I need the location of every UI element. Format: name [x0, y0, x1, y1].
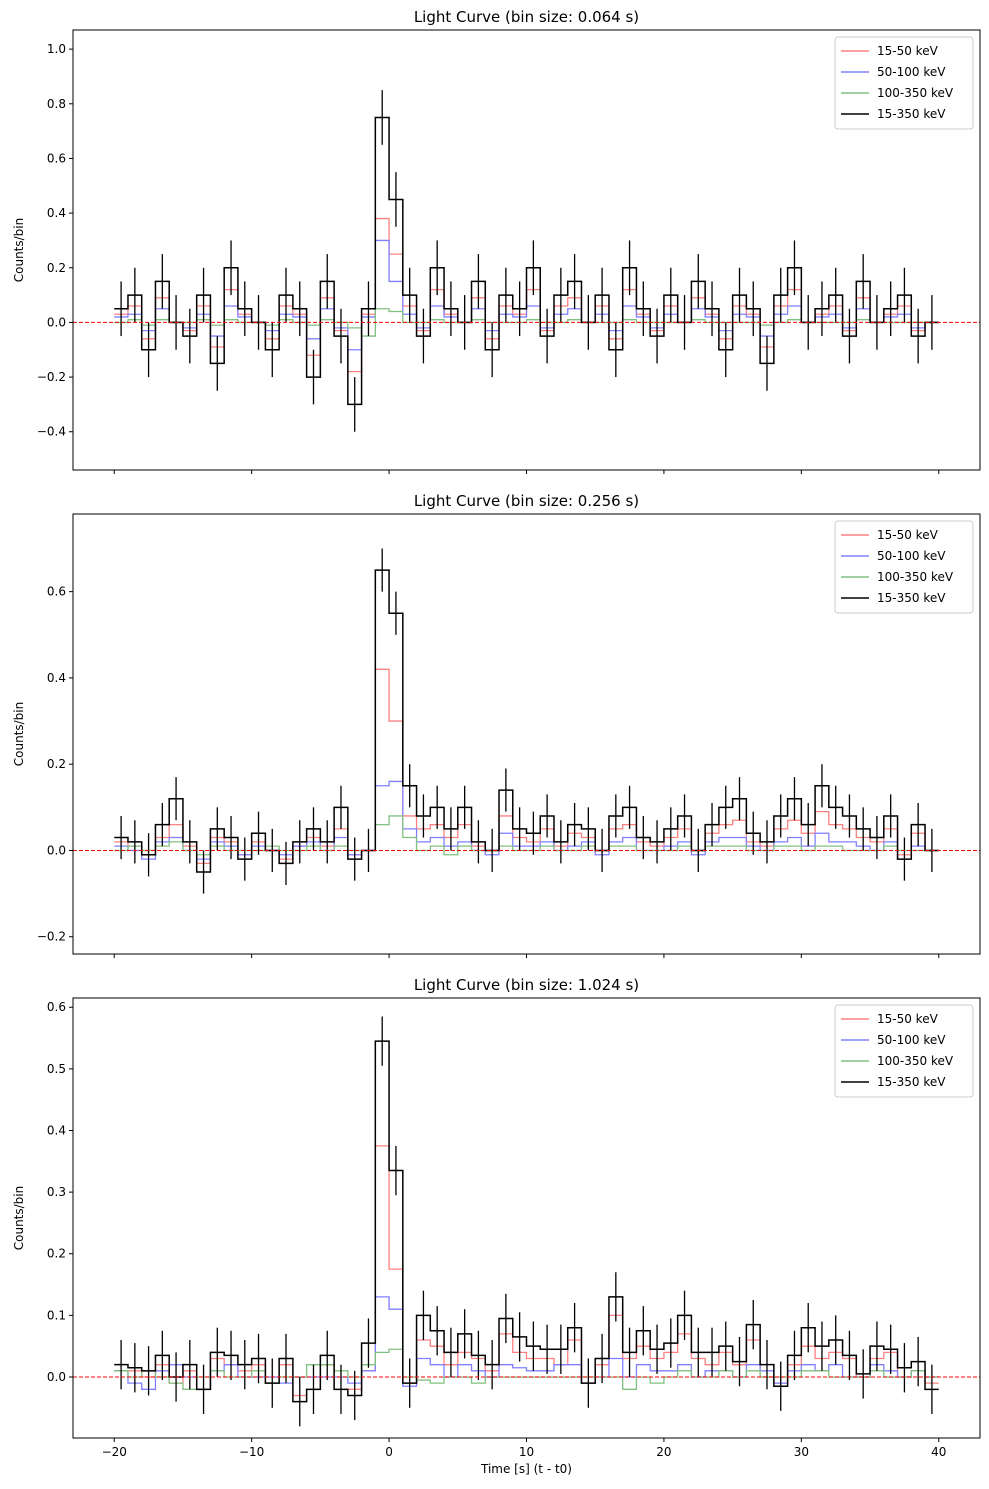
y-tick-label: 0.4	[47, 1123, 66, 1137]
y-tick-label: −0.4	[37, 425, 66, 439]
data	[73, 548, 980, 894]
y-tick-label: 0.4	[47, 671, 66, 685]
y-tick-label: 0.0	[47, 843, 66, 857]
legend-label: 100-350 keV	[877, 86, 954, 100]
panel: Light Curve (bin size: 0.256 s) −0.2 0.0 0.…	[12, 492, 981, 958]
legend-box	[834, 520, 974, 614]
legend-label: 15-350 keV	[877, 1075, 946, 1089]
legend-label: 15-50 keV	[877, 44, 939, 58]
panel-title: Light Curve (bin size: 1.024 s)	[414, 976, 639, 994]
y-tick-label: 0.6	[47, 585, 66, 599]
legend-label: 100-350 keV	[877, 1054, 954, 1068]
x-tick-label: 40	[931, 1445, 946, 1459]
legend-label: 100-350 keV	[877, 570, 954, 584]
y-tick-label: −0.2	[37, 370, 66, 384]
panel: Light Curve (bin size: 0.064 s) −0.4 −0.2 0…	[12, 8, 981, 474]
y-tick-label: 0.3	[47, 1185, 66, 1199]
legend-label: 15-350 keV	[877, 107, 946, 121]
y-tick-label: 0.0	[47, 315, 66, 329]
x-tick-label: −20	[102, 1445, 127, 1459]
x-tick-label: 30	[794, 1445, 809, 1459]
y-tick-label: 0.2	[47, 1247, 66, 1261]
y-axis-label: Counts/bin	[12, 1186, 26, 1251]
legend-box	[834, 36, 974, 130]
data	[73, 1016, 980, 1427]
plot-frame	[72, 29, 981, 471]
legend: 15-50 keV 50-100 keV 100-350 keV 15-350 keV	[834, 36, 974, 130]
y-tick-label: −0.2	[37, 930, 66, 944]
legend: 15-50 keV 50-100 keV 100-350 keV 15-350 keV	[834, 520, 974, 614]
y-tick-label: 0.6	[47, 151, 66, 165]
data	[73, 90, 980, 432]
x-axis-label: Time [s] (t - t0)	[480, 1462, 572, 1476]
legend-label: 50-100 keV	[877, 549, 946, 563]
y-tick-label: 0.2	[47, 757, 66, 771]
y-tick-label: 1.0	[47, 42, 66, 56]
panel: Light Curve (bin size: 1.024 s) 0.0 0.1 0.2…	[12, 976, 981, 1476]
x-tick-label: 10	[519, 1445, 534, 1459]
x-tick-label: 20	[656, 1445, 671, 1459]
y-tick-label: 0.4	[47, 206, 66, 220]
y-tick-label: 0.2	[47, 261, 66, 275]
y-tick-label: 0.8	[47, 97, 66, 111]
legend-label: 15-50 keV	[877, 1012, 939, 1026]
step-line	[114, 569, 939, 873]
panel-title: Light Curve (bin size: 0.064 s)	[414, 8, 639, 26]
y-tick-label: 0.1	[47, 1308, 66, 1322]
legend: 15-50 keV 50-100 keV 100-350 keV 15-350 keV	[834, 1004, 974, 1098]
panel-title: Light Curve (bin size: 0.256 s)	[414, 492, 639, 510]
x-tick-label: −10	[239, 1445, 264, 1459]
plot-frame	[72, 513, 981, 955]
y-tick-label: 0.0	[47, 1370, 66, 1384]
plot-frame	[72, 997, 981, 1439]
step-line	[114, 116, 939, 406]
legend-label: 15-50 keV	[877, 528, 939, 542]
legend-label: 15-350 keV	[877, 591, 946, 605]
legend-label: 50-100 keV	[877, 65, 946, 79]
y-axis-label: Counts/bin	[12, 218, 26, 283]
y-axis-label: Counts/bin	[12, 702, 26, 767]
y-tick-label: 0.6	[47, 1000, 66, 1014]
x-tick-label: 0	[385, 1445, 393, 1459]
legend-box	[834, 1004, 974, 1098]
y-tick-label: 0.5	[47, 1062, 66, 1076]
legend-label: 50-100 keV	[877, 1033, 946, 1047]
